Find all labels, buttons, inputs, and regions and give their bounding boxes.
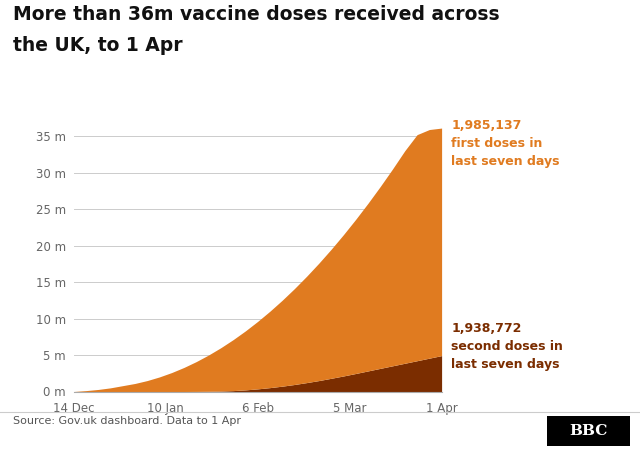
Text: BBC: BBC: [570, 424, 608, 438]
Text: 1,938,772
second doses in
last seven days: 1,938,772 second doses in last seven day…: [451, 322, 563, 371]
Text: More than 36m vaccine doses received across: More than 36m vaccine doses received acr…: [13, 4, 499, 23]
Text: 1,985,137
first doses in
last seven days: 1,985,137 first doses in last seven days: [451, 119, 560, 168]
Text: the UK, to 1 Apr: the UK, to 1 Apr: [13, 36, 182, 55]
Text: Source: Gov.uk dashboard. Data to 1 Apr: Source: Gov.uk dashboard. Data to 1 Apr: [13, 416, 241, 426]
